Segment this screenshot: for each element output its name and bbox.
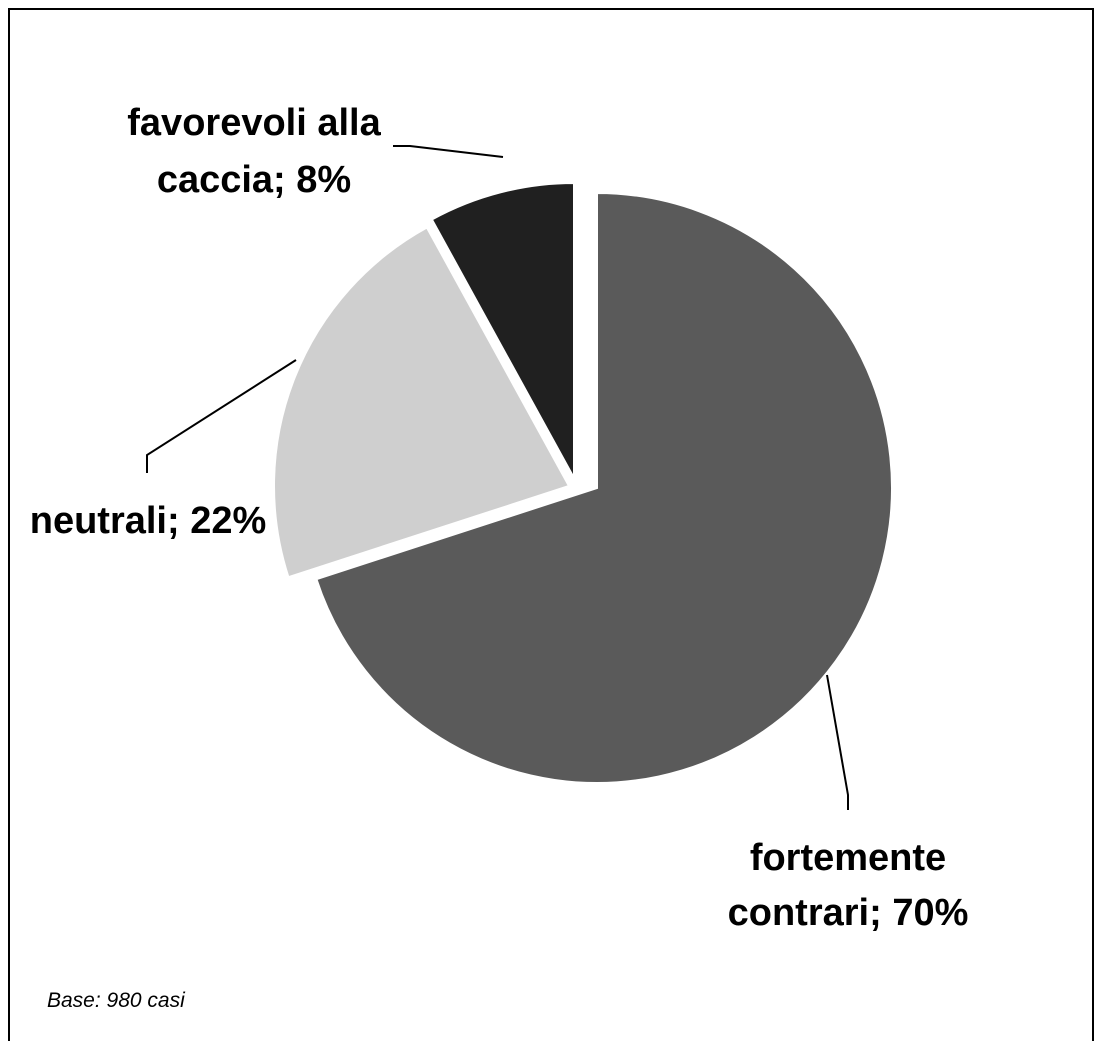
chart-border bbox=[8, 8, 1094, 1041]
leader-line-favorevoli bbox=[393, 145, 504, 158]
pie-slice-neutrali bbox=[273, 226, 571, 579]
slice-label-favorevoli-line1: favorevoli alla bbox=[127, 102, 381, 144]
pie-slice-favorevoli-alla-caccia bbox=[430, 181, 575, 479]
leader-line-fortemente-contrari bbox=[826, 674, 849, 810]
base-note: Base: 980 casi bbox=[47, 989, 186, 1012]
slice-label-fortemente-contrari-line1: fortemente bbox=[750, 837, 946, 879]
slice-label-favorevoli-line2: caccia; 8% bbox=[157, 159, 351, 201]
pie-slices bbox=[273, 181, 893, 784]
slice-label-fortemente-contrari-line2: contrari; 70% bbox=[728, 892, 969, 934]
leader-line-neutrali bbox=[146, 359, 297, 473]
slice-label-neutrali: neutrali; 22% bbox=[30, 500, 267, 542]
pie-slice-fortemente-contrari bbox=[315, 191, 893, 784]
